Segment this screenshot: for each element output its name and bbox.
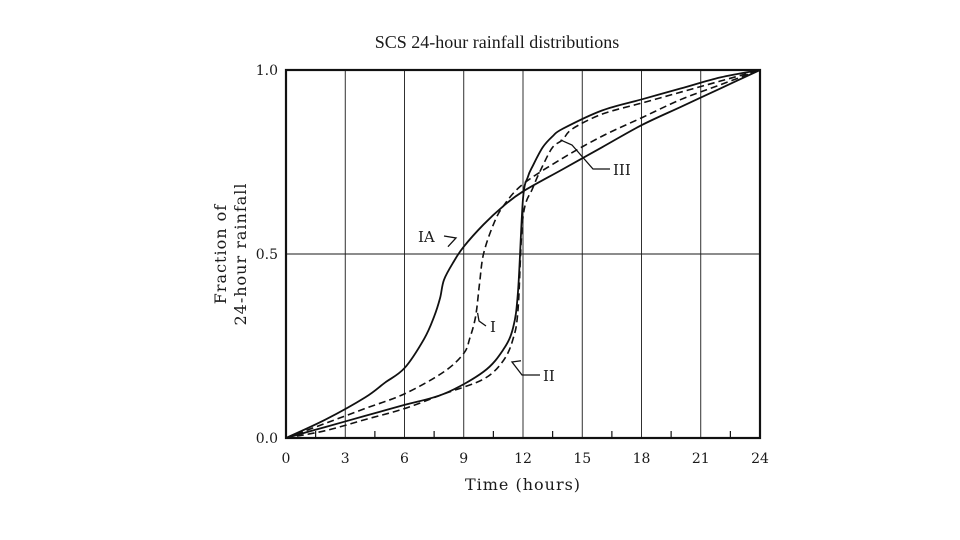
curve-label-ia: IA — [418, 228, 435, 246]
curve-label-i: I — [490, 318, 496, 336]
x-tick-label: 0 — [282, 451, 291, 467]
y-axis-label-line2: 24-hour rainfall — [231, 182, 250, 325]
leader-ia — [443, 235, 458, 248]
curve-ia — [285, 69, 761, 439]
x-tick-label: 24 — [751, 451, 769, 467]
y-tick-label: 1.0 — [256, 63, 278, 79]
chart-title: SCS 24-hour rainfall distributions — [375, 32, 620, 52]
y-tick-label: 0.5 — [256, 247, 278, 263]
leader-iii — [560, 139, 610, 170]
x-tick-label: 21 — [692, 451, 710, 467]
curve-label-iii: III — [613, 161, 631, 179]
x-tick-label: 3 — [341, 451, 350, 467]
tick-labels: 0 3 6 9 12 15 18 21 24 0.0 0.5 1.0 — [256, 63, 769, 467]
x-tick-label: 18 — [633, 451, 651, 467]
leader-i — [476, 312, 487, 327]
grid-lines — [286, 70, 760, 438]
leader-ii — [510, 360, 540, 376]
plot-frame — [284, 68, 762, 440]
curve-i — [285, 69, 761, 439]
x-axis-label: Time (hours) — [465, 475, 581, 494]
x-tick-label: 9 — [459, 451, 468, 467]
minor-ticks — [315, 431, 731, 438]
curve-label-ii: II — [543, 367, 555, 385]
x-tick-label: 6 — [400, 451, 409, 467]
curves — [285, 69, 761, 439]
x-tick-label: 12 — [514, 451, 532, 467]
curve-iii — [285, 69, 761, 439]
y-tick-label: 0.0 — [256, 431, 278, 447]
x-tick-label: 15 — [573, 451, 591, 467]
y-axis-label-line1: Fraction of — [211, 204, 230, 304]
curve-ii — [285, 69, 761, 439]
